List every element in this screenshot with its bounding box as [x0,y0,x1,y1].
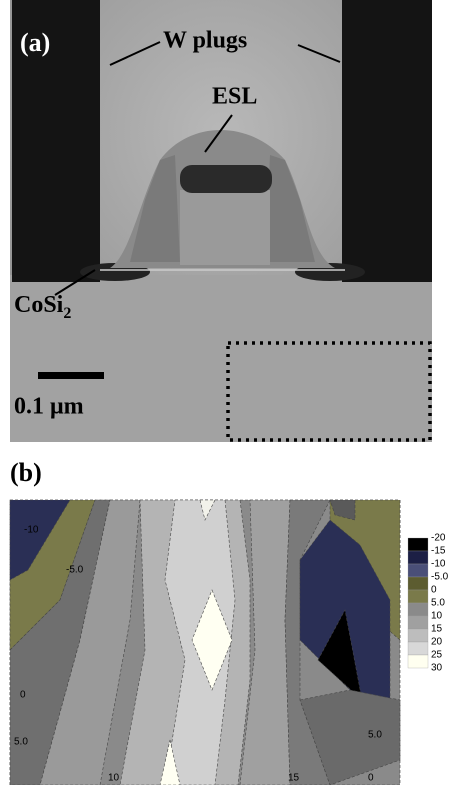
legend-label: 10 [431,611,443,622]
legend-swatch [408,538,428,551]
panel-label: (b) [10,458,42,487]
legend-label: 20 [431,637,443,648]
annotation-text: CoSi [14,292,64,318]
annotation: W plugs [163,28,247,54]
contour-label: 5.0 [14,737,28,748]
annotation: CoSi2 [14,292,71,322]
legend-swatch [408,603,428,616]
legend-swatch [408,655,428,668]
legend: -20 -15 -10 -5.0 0 5.0 10 15 20 25 30 [408,533,449,674]
tem-image [10,0,432,442]
figure-svg: (a) W plugs ESL CoSi2 0.1 μm (b) -10 -5.0… [0,0,472,785]
contour-label: -10 [24,525,39,536]
legend-label: 15 [431,624,443,635]
figure: (a) W plugs ESL CoSi2 0.1 μm (b) -10 -5.0… [0,0,472,785]
annotation: ESL [212,84,257,110]
legend-swatch [408,577,428,590]
legend-label: 5.0 [431,598,445,609]
contour-plot [10,500,400,785]
legend-label: 30 [431,663,443,674]
subscript: 2 [63,305,71,322]
legend-swatch [408,564,428,577]
legend-label: -5.0 [431,572,449,583]
legend-label: 0 [431,585,437,596]
legend-label: -15 [431,546,446,557]
legend-label: 25 [431,650,443,661]
legend-swatch [408,590,428,603]
contour-label: 0 [368,773,374,784]
legend-label: -10 [431,559,446,570]
contour-label: 0 [20,690,26,701]
contour-label: -5.0 [66,565,84,576]
legend-swatch [408,616,428,629]
contour-label: 10 [108,773,120,784]
legend-label: -20 [431,533,446,544]
legend-swatch [408,642,428,655]
contour-label: 15 [288,773,300,784]
panel-label: (a) [20,28,50,57]
scale-label: 0.1 μm [14,394,84,420]
legend-swatch [408,551,428,564]
legend-swatch [408,629,428,642]
contour-label: 5.0 [368,730,382,741]
